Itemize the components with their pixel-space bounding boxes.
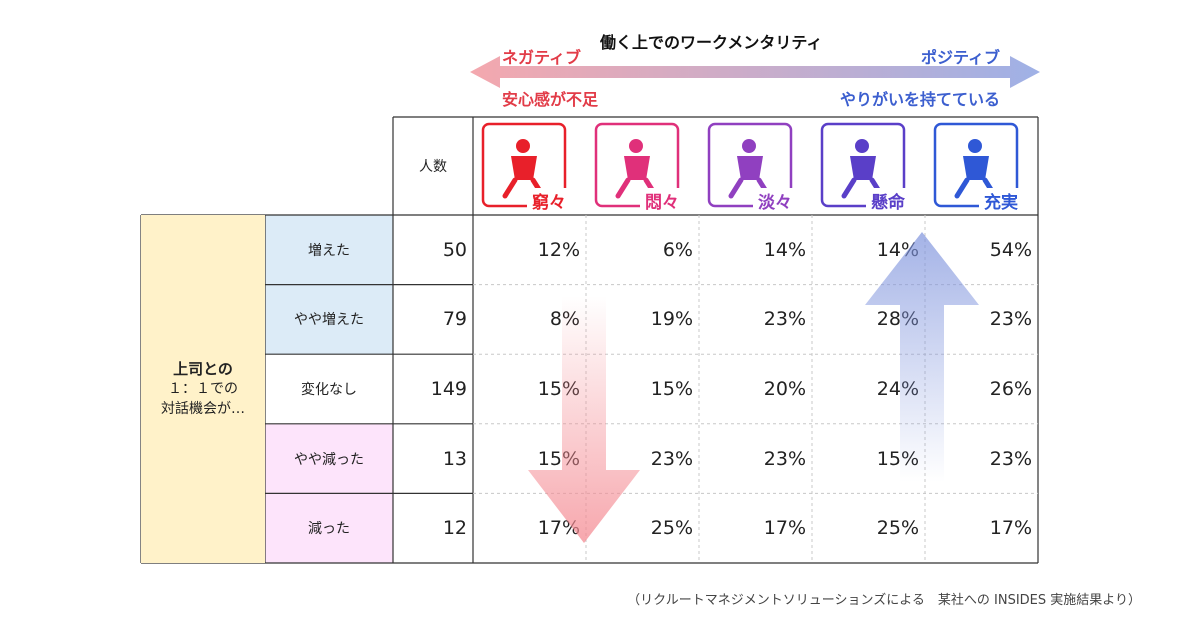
percent-cell: 15% (876, 447, 919, 470)
percent-cell: 14% (763, 238, 806, 261)
percent-cell: 12% (537, 238, 580, 261)
figure-body (511, 156, 537, 180)
percent-cell: 23% (763, 308, 806, 331)
percent-cell: 23% (989, 447, 1032, 470)
row-label-bg (265, 215, 393, 285)
percent-cell: 26% (989, 377, 1032, 400)
row-label: 変化なし (301, 381, 357, 398)
row-count: 50 (442, 238, 467, 261)
negative-sublabel: 安心感が不足 (502, 90, 599, 109)
percent-cell: 15% (650, 377, 693, 400)
label-bg (640, 188, 684, 212)
negative-label: ネガティブ (502, 48, 582, 67)
percent-cell: 24% (876, 377, 919, 400)
row-label: やや減った (294, 451, 364, 468)
percent-cell: 28% (876, 308, 919, 331)
row-label-bg (265, 493, 393, 563)
figure-head (629, 139, 643, 153)
percent-cell: 14% (876, 238, 919, 261)
row-label-bg (265, 423, 393, 494)
percent-cell: 15% (537, 447, 580, 470)
column-label: 充実 (984, 192, 1018, 213)
worried-figure-icon: 悶々 (594, 122, 684, 213)
chart-title: 働く上でのワークメンタリティ (600, 33, 823, 52)
percent-cell: 17% (989, 517, 1032, 540)
positive-sublabel: やりがいを持てている (839, 90, 1000, 109)
striving-figure-icon: 懸命 (820, 122, 910, 213)
positive-label: ポジティブ (920, 48, 1000, 67)
percent-cell: 8% (549, 308, 580, 331)
percent-cell: 19% (650, 308, 693, 331)
group-label-line-2: １：１での (168, 381, 238, 397)
percent-cell: 25% (876, 517, 919, 540)
group-label: 上司との １：１での 対話機会が… (141, 215, 265, 563)
column-label: 淡々 (758, 193, 792, 213)
group-label-line-3: 対話機会が… (161, 401, 245, 417)
column-label: 懸命 (871, 192, 906, 213)
figure-head (742, 139, 756, 153)
label-bg (979, 188, 1023, 212)
row-label-bg (265, 284, 393, 355)
despair-figure-icon: 窮々 (481, 122, 571, 213)
row-count: 79 (442, 308, 467, 331)
calm-figure-icon: 淡々 (707, 122, 797, 213)
percent-cell: 17% (537, 517, 580, 540)
percent-cell: 23% (763, 447, 806, 470)
row-count: 13 (442, 447, 467, 470)
label-bg (527, 188, 571, 212)
row-count: 12 (442, 517, 467, 540)
row-label: やや増えた (294, 312, 364, 329)
figure-head (855, 139, 869, 153)
row-label: 増えた (308, 242, 350, 259)
figure-body (624, 156, 650, 180)
label-bg (866, 188, 910, 212)
percent-cell: 25% (650, 517, 693, 540)
row-label-bg (265, 354, 393, 424)
row-count: 149 (430, 377, 467, 400)
figure-head (516, 139, 530, 153)
scale-arrow (470, 56, 1040, 88)
percent-cell: 15% (537, 377, 580, 400)
fulfilled-figure-icon: 充実 (933, 122, 1023, 213)
figure-body (737, 156, 763, 180)
figure-body (850, 156, 876, 180)
count-header: 人数 (419, 159, 447, 175)
percent-cell: 23% (650, 447, 693, 470)
percent-cell: 17% (763, 517, 806, 540)
percent-cell: 6% (662, 238, 693, 261)
percent-cell: 54% (989, 238, 1032, 261)
row-label: 減った (308, 521, 350, 538)
percent-cell: 20% (763, 377, 806, 400)
footnote: （リクルートマネジメントソリューションズによる 某社への INSIDES 実施結… (627, 593, 1141, 608)
column-label: 窮々 (532, 192, 566, 213)
figure-body (963, 156, 989, 180)
column-label: 悶々 (645, 193, 679, 213)
label-bg (753, 188, 797, 212)
group-label-line-1: 上司との (173, 360, 233, 378)
figure-head (968, 139, 982, 153)
percent-cell: 23% (989, 308, 1032, 331)
